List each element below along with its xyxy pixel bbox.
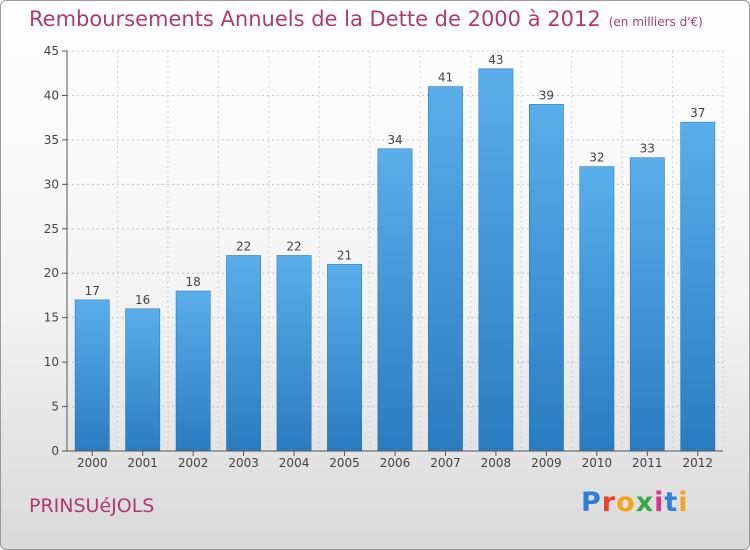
- bar-2008: [478, 68, 514, 452]
- bar-2011: [629, 157, 665, 452]
- bar-2001: [125, 308, 161, 452]
- data-label-2005: 21: [337, 248, 352, 262]
- data-label-2010: 32: [589, 151, 604, 165]
- x-tick-label-2006: 2006: [380, 456, 411, 470]
- x-tick-label-2001: 2001: [127, 456, 158, 470]
- x-tick-label-2010: 2010: [582, 456, 613, 470]
- bar-2010: [579, 166, 615, 452]
- y-tick-label: 20: [44, 266, 59, 280]
- bar-2003: [226, 255, 262, 452]
- bar-2005: [327, 264, 362, 452]
- y-tick-label: 10: [44, 355, 59, 369]
- data-label-2012: 37: [690, 106, 705, 120]
- bar-2006: [377, 148, 413, 452]
- x-tick-label-2007: 2007: [430, 456, 461, 470]
- bar-2002: [175, 290, 211, 452]
- bar-2007: [428, 86, 463, 452]
- y-tick-label: 15: [44, 311, 59, 325]
- bar-2000: [74, 299, 110, 452]
- x-tick-label-2005: 2005: [329, 456, 360, 470]
- y-tick-label: 0: [51, 444, 59, 458]
- commune-name: PRINSUéJOLS: [29, 495, 155, 517]
- x-tick-label-2004: 2004: [279, 456, 310, 470]
- x-tick-label-2011: 2011: [632, 456, 663, 470]
- y-tick-label: 30: [44, 177, 59, 191]
- y-tick-label: 40: [44, 88, 59, 102]
- data-label-2004: 22: [286, 239, 301, 253]
- data-label-2001: 16: [135, 293, 150, 307]
- chart-unit: (en milliers d'€): [608, 15, 703, 29]
- chart-title-text: Remboursements Annuels de la Dette de 20…: [29, 7, 601, 31]
- data-label-2006: 34: [387, 133, 402, 147]
- data-label-2002: 18: [186, 275, 201, 289]
- x-tick-label-2003: 2003: [228, 456, 259, 470]
- data-label-2009: 39: [539, 88, 554, 102]
- x-tick-label-2000: 2000: [77, 456, 108, 470]
- bar-2009: [528, 104, 564, 452]
- data-label-2000: 17: [85, 284, 100, 298]
- y-tick-label: 45: [44, 44, 59, 58]
- proxiti-logo: Proxiti: [581, 487, 689, 518]
- bar-2012: [680, 121, 716, 452]
- y-tick-label: 25: [44, 222, 59, 236]
- data-label-2003: 22: [236, 239, 251, 253]
- bar-2004: [276, 255, 312, 452]
- axes: [62, 50, 723, 456]
- data-label-2008: 43: [488, 53, 503, 67]
- data-label-2011: 33: [640, 142, 655, 156]
- data-label-2007: 41: [438, 71, 453, 85]
- bars: [74, 68, 716, 452]
- labels: 0 5 10 15 20 25 30 35 40 45 17 2000 16 2001 18 2002 22 20…: [44, 44, 713, 470]
- x-tick-label-2012: 2012: [682, 456, 713, 470]
- x-tick-label-2002: 2002: [178, 456, 209, 470]
- y-tick-label: 5: [51, 400, 59, 414]
- y-tick-label: 35: [44, 133, 59, 147]
- x-tick-label-2009: 2009: [531, 456, 562, 470]
- x-tick-label-2008: 2008: [481, 456, 512, 470]
- chart-title: Remboursements Annuels de la Dette de 20…: [29, 7, 703, 31]
